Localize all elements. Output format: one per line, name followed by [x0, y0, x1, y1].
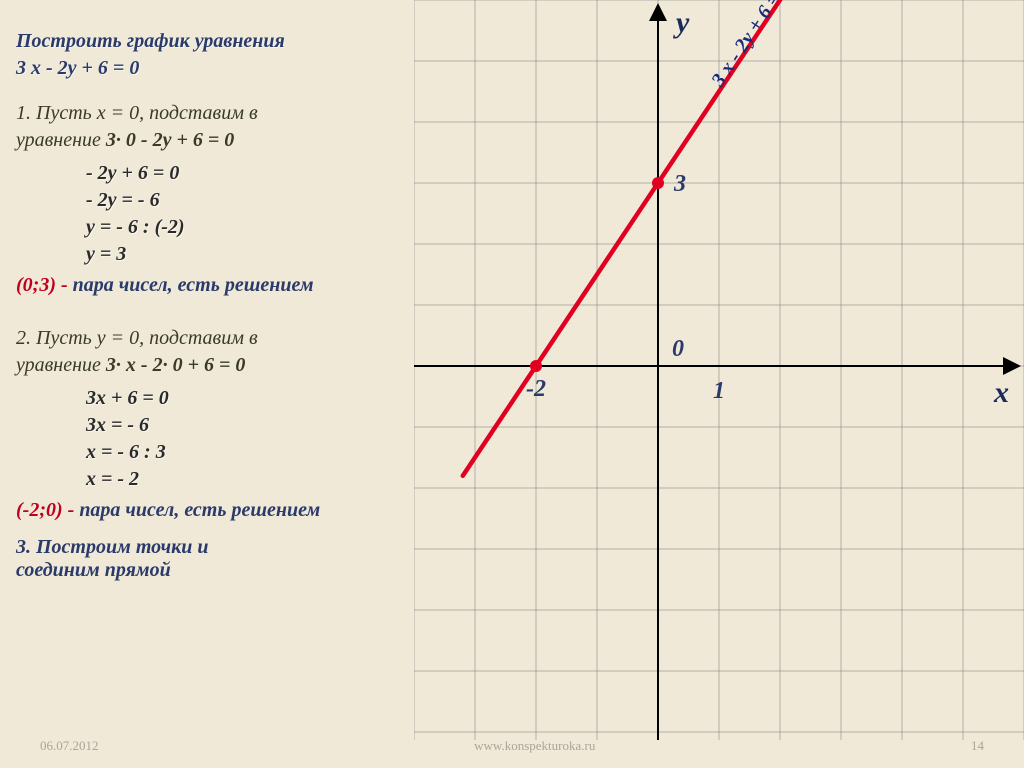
step2-intro: 2. Пусть у = 0, подставим в уравнение 3·… [16, 325, 416, 379]
step2-eq-inline: 3· х - 2· 0 + 6 = 0 [106, 354, 245, 376]
footer: 06.07.2012 www.konspekturoka.ru 14 [40, 738, 984, 754]
svg-text:-2: -2 [526, 376, 546, 402]
footer-date: 06.07.2012 [40, 738, 99, 754]
task-line1: Построить график уравнения [16, 30, 285, 52]
step1-pair-text: пара чисел, есть решением [68, 274, 314, 296]
step2-eq3: х = - 6 : 3 [86, 441, 166, 463]
step2-eqs: 3х + 6 = 0 3х = - 6 х = - 6 : 3 х = - 2 [86, 385, 416, 493]
step2-eq1: 3х + 6 = 0 [86, 387, 169, 409]
svg-text:3: 3 [673, 171, 686, 197]
svg-text:х: х [993, 376, 1009, 409]
task-line2: 3 х - 2у + 6 = 0 [16, 57, 139, 79]
step1-pair-coords: (0;3) - [16, 274, 68, 296]
step2-intro-a: 2. Пусть у = 0, подставим в [16, 327, 258, 349]
step3: 3. Построим точки и соединим прямой [16, 536, 416, 582]
step2-pair-coords: (-2;0) - [16, 499, 74, 521]
step2-intro-b: уравнение [16, 354, 101, 376]
svg-text:1: 1 [713, 378, 725, 404]
step1-eq1: - 2у + 6 = 0 [86, 162, 179, 184]
graph: ух01-233 х - 2у + 6 = 0 [414, 0, 1024, 740]
svg-text:у: у [673, 6, 690, 39]
step1-intro: 1. Пусть х = 0, подставим в уравнение 3·… [16, 100, 416, 154]
task-text: Построить график уравнения 3 х - 2у + 6 … [16, 28, 416, 82]
step2-pair-text: пара чисел, есть решением [74, 499, 320, 521]
step3-line2: соединим прямой [16, 559, 171, 581]
step1-intro-a: 1. Пусть х = 0, подставим в [16, 102, 258, 124]
step1-eq-inline: 3· 0 - 2у + 6 = 0 [106, 129, 234, 151]
step1-eq4: у = 3 [86, 243, 126, 265]
step2-eq4: х = - 2 [86, 468, 139, 490]
left-panel: Построить график уравнения 3 х - 2у + 6 … [16, 28, 416, 582]
step1-pair: (0;3) - пара чисел, есть решением [16, 274, 416, 297]
step2-pair: (-2;0) - пара чисел, есть решением [16, 499, 416, 522]
step2-eq2: 3х = - 6 [86, 414, 149, 436]
footer-site: www.konspekturoka.ru [474, 738, 595, 754]
step1-eq3: у = - 6 : (-2) [86, 216, 185, 238]
step3-line1: 3. Построим точки и [16, 536, 208, 558]
step1-eq2: - 2у = - 6 [86, 189, 160, 211]
svg-text:0: 0 [672, 336, 684, 362]
footer-page: 14 [971, 738, 984, 754]
step1-eqs: - 2у + 6 = 0 - 2у = - 6 у = - 6 : (-2) у… [86, 160, 416, 268]
step1-intro-b: уравнение [16, 129, 101, 151]
